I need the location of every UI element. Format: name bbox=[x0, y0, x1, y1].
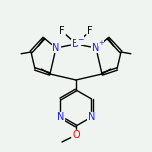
Text: N: N bbox=[88, 112, 95, 122]
Circle shape bbox=[92, 43, 100, 52]
Text: F: F bbox=[87, 26, 93, 36]
Text: N: N bbox=[57, 112, 64, 122]
Text: +: + bbox=[98, 40, 104, 46]
Text: F: F bbox=[59, 26, 65, 36]
Text: N: N bbox=[52, 43, 60, 53]
Circle shape bbox=[87, 112, 96, 121]
Circle shape bbox=[52, 43, 60, 52]
Text: −: − bbox=[77, 36, 83, 45]
Circle shape bbox=[56, 112, 65, 121]
Text: B: B bbox=[72, 39, 78, 49]
Text: O: O bbox=[72, 130, 80, 140]
Circle shape bbox=[57, 26, 67, 36]
Circle shape bbox=[71, 131, 81, 140]
Circle shape bbox=[71, 40, 81, 48]
Circle shape bbox=[71, 131, 81, 140]
Circle shape bbox=[85, 26, 95, 36]
Text: N: N bbox=[92, 43, 100, 53]
